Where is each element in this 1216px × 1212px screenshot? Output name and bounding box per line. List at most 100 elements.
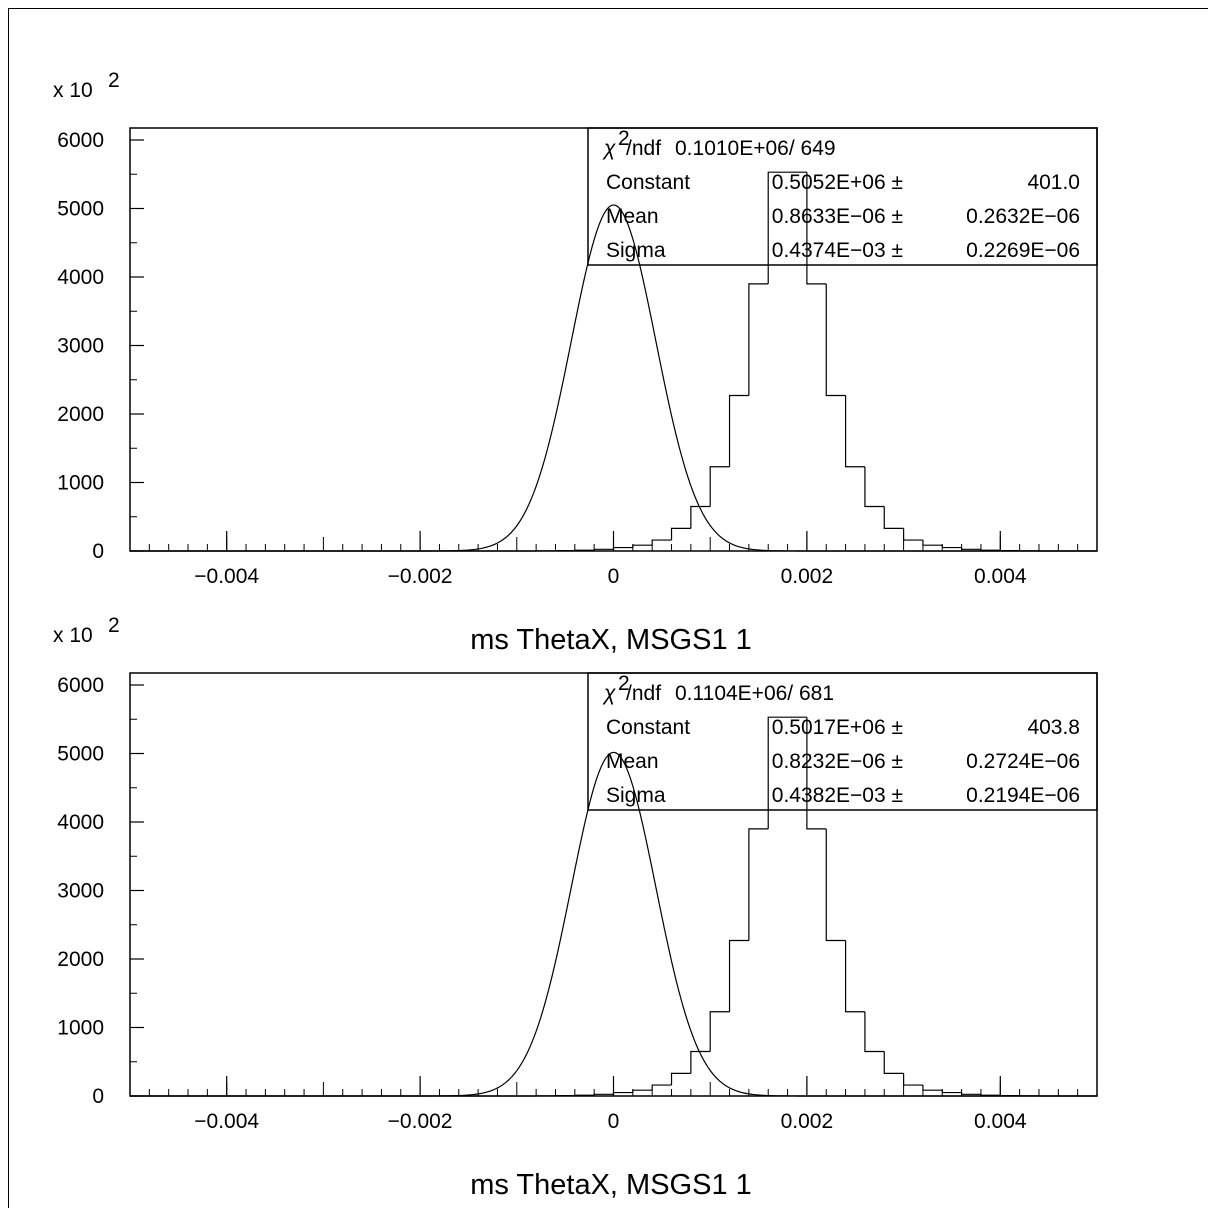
histogram-bin xyxy=(748,828,769,941)
stats-param-name: Constant xyxy=(606,171,690,194)
stats-param-name: Sigma xyxy=(606,239,666,262)
y-tick-label: 5000 xyxy=(57,743,104,766)
stats-chi2-value: 0.1010E+06/ 649 xyxy=(675,137,836,160)
y-tick-label: 4000 xyxy=(57,811,104,834)
histogram-bin xyxy=(709,1011,730,1052)
y-tick-label: 1000 xyxy=(57,472,104,495)
histogram-bin xyxy=(651,539,672,546)
stats-box xyxy=(587,672,1098,811)
page-border xyxy=(8,8,1208,1208)
histogram-bin xyxy=(844,940,865,1013)
x-tick-label: −0.004 xyxy=(194,1110,259,1133)
x-tick-label: 0.002 xyxy=(781,1110,834,1133)
x-tick-label: 0.002 xyxy=(781,565,834,588)
histogram-bin xyxy=(767,171,788,284)
histogram-bin xyxy=(651,1084,672,1091)
stats-chi2-value: 0.1104E+06/ 681 xyxy=(675,682,834,705)
x-tick-label: 0 xyxy=(608,1110,620,1133)
stats-param-name: Constant xyxy=(606,716,690,739)
histogram-bin xyxy=(728,394,749,467)
y-tick-label: 5000 xyxy=(57,198,104,221)
histogram-bin xyxy=(941,1090,962,1094)
histogram-bin xyxy=(980,1094,1001,1096)
histogram-bin xyxy=(767,716,788,829)
stats-param-value: 0.4374E−03 ± xyxy=(772,239,903,262)
stats-param-value: 0.5052E+06 ± xyxy=(772,171,903,194)
histogram-bin xyxy=(612,1091,633,1095)
y-tick-label: 6000 xyxy=(57,129,104,152)
stats-param-error: 0.2632E−06 xyxy=(966,205,1080,228)
x-tick-label: 0.004 xyxy=(974,1110,1027,1133)
y-tick-label: 0 xyxy=(92,540,104,563)
y-tick-label: 4000 xyxy=(57,266,104,289)
histogram-bin xyxy=(922,1085,943,1091)
histogram-bin xyxy=(961,1092,981,1095)
histogram-bin xyxy=(806,717,827,830)
stats-param-error: 0.2724E−06 xyxy=(966,750,1080,773)
histogram-bin xyxy=(825,828,846,942)
histogram-bin xyxy=(593,1093,614,1096)
y-tick-label: 2000 xyxy=(57,403,104,426)
x-axis-label: ms ThetaX, MSGS1 1 xyxy=(470,1169,752,1201)
histogram-bin xyxy=(593,548,614,551)
histogram-bin xyxy=(864,466,885,508)
stats-chi2-ndf-label: /ndf xyxy=(626,682,661,705)
histogram-bin xyxy=(670,1072,691,1086)
stats-param-name: Mean xyxy=(606,205,659,228)
y-tick-label: 0 xyxy=(92,1085,104,1108)
histogram-bin xyxy=(690,505,711,529)
histogram-bin xyxy=(825,283,846,397)
stats-chi2-superscript: 2 xyxy=(618,127,630,150)
stats-param-value: 0.8232E−06 ± xyxy=(772,750,903,773)
x-tick-label: 0 xyxy=(608,565,620,588)
stats-box xyxy=(587,127,1098,266)
histogram-bin xyxy=(941,545,962,549)
y-multiplier: x 10 xyxy=(53,79,93,102)
y-tick-label: 6000 xyxy=(57,674,104,697)
y-tick-label: 1000 xyxy=(57,1017,104,1040)
gaussian-fit-curve xyxy=(130,751,1097,1097)
y-multiplier-exponent: 2 xyxy=(108,69,120,92)
histogram-bin xyxy=(864,1011,885,1053)
histogram-bin xyxy=(728,939,749,1012)
histogram-bin xyxy=(670,527,691,541)
x-tick-label: −0.002 xyxy=(388,565,453,588)
histogram-bin xyxy=(903,528,923,541)
histogram-bin xyxy=(883,1051,904,1074)
stats-param-value: 0.4382E−03 ± xyxy=(772,784,903,807)
y-multiplier-exponent: 2 xyxy=(108,614,120,637)
stats-param-value: 0.5017E+06 ± xyxy=(772,716,903,739)
gaussian-fit-curve xyxy=(130,204,1097,552)
stats-param-error: 401.0 xyxy=(1027,171,1080,194)
histogram-bin xyxy=(709,466,730,507)
histogram-bin xyxy=(980,549,1001,551)
histogram-bin xyxy=(903,1073,923,1086)
x-tick-label: −0.002 xyxy=(388,1110,453,1133)
histogram-bin xyxy=(690,1050,711,1074)
stats-param-error: 0.2194E−06 xyxy=(966,784,1080,807)
histogram-bin xyxy=(961,547,981,550)
histogram-bin xyxy=(883,506,904,529)
histogram-bin xyxy=(922,540,943,546)
x-tick-label: 0.004 xyxy=(974,565,1027,588)
stats-param-name: Mean xyxy=(606,750,659,773)
histogram-bin xyxy=(806,172,827,285)
histogram-bin xyxy=(844,395,865,468)
stats-chi2-symbol: χ xyxy=(602,137,616,160)
y-tick-label: 3000 xyxy=(57,335,104,358)
stats-param-value: 0.8633E−06 ± xyxy=(772,205,903,228)
stats-chi2-ndf-label: /ndf xyxy=(626,137,661,160)
x-tick-label: −0.004 xyxy=(194,565,259,588)
histogram-bin xyxy=(612,546,633,550)
stats-chi2-superscript: 2 xyxy=(618,672,630,695)
stats-param-error: 403.8 xyxy=(1027,716,1080,739)
y-tick-label: 2000 xyxy=(57,948,104,971)
histogram-bin xyxy=(632,1089,653,1093)
y-tick-label: 3000 xyxy=(57,880,104,903)
stats-param-error: 0.2269E−06 xyxy=(966,239,1080,262)
stats-chi2-symbol: χ xyxy=(602,682,616,705)
histogram-bin xyxy=(632,544,653,548)
stats-param-name: Sigma xyxy=(606,784,666,807)
